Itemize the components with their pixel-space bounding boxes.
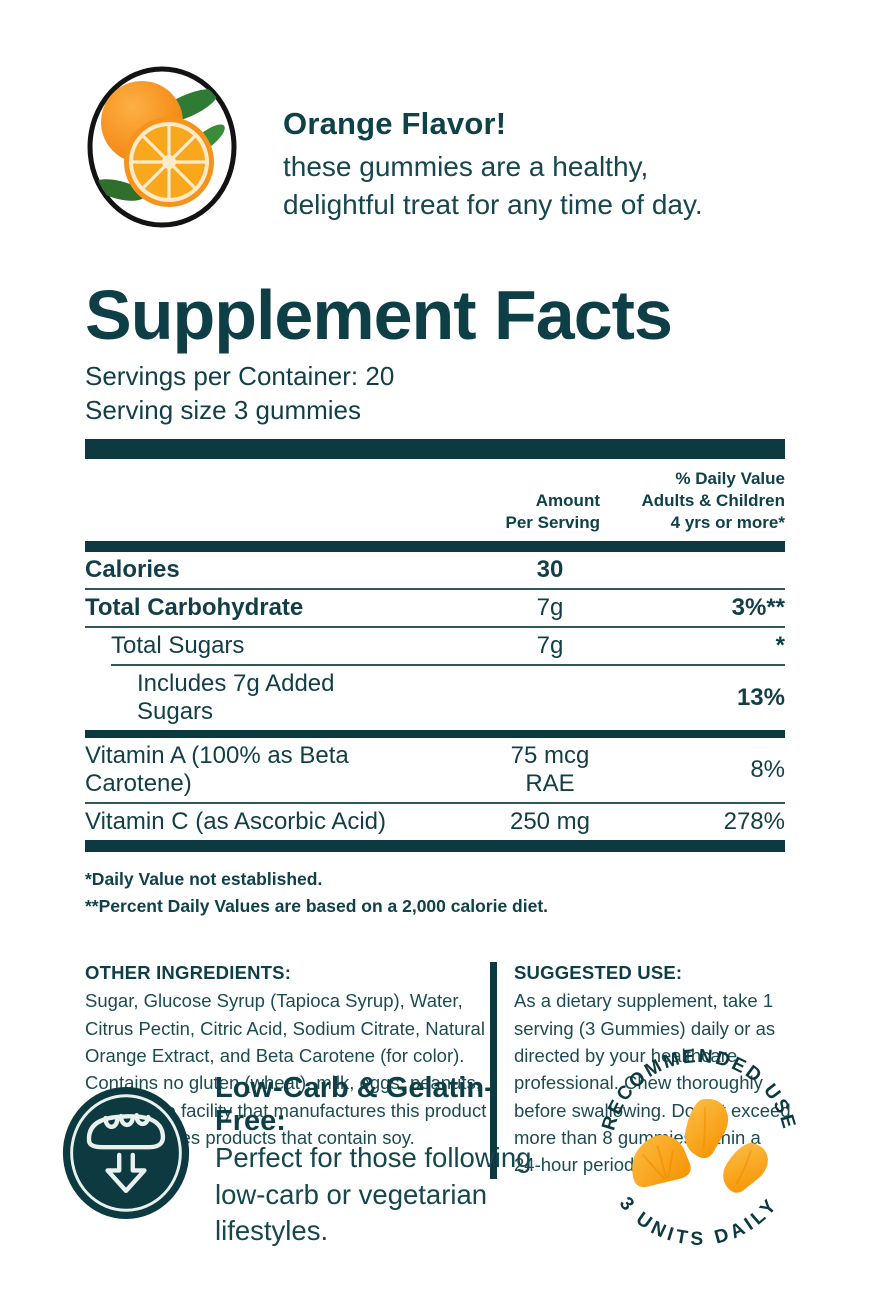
nutrient-dv: 278% [723,807,785,835]
row-separator-indented [111,663,785,666]
footnotes: *Daily Value not established. **Percent … [85,866,785,920]
recommended-use-badge: RECOMMENDED USE 3 UNITS DAILY [588,1036,810,1258]
bread-icon [86,1112,166,1150]
low-carb-body: Perfect for those following low-carb or … [215,1142,532,1247]
table-row: Calories 30 [85,552,785,588]
daily-value-column-header: % Daily Value Adults & Children 4 yrs or… [641,468,785,532]
badge-arc-bottom-text: 3 UNITS DAILY [615,1193,779,1250]
footnote-dv: *Daily Value not established. [85,868,323,889]
nutrient-dv: 13% [736,683,785,711]
nutrient-amount: 7g [536,631,564,659]
row-separator [85,625,785,628]
gummies-illustration [632,1099,768,1193]
nutrient-name: Calories [85,555,180,583]
supplement-facts-title: Supplement Facts [85,276,673,354]
other-ingredients-heading: OTHER INGREDIENTS: [85,962,292,984]
svg-text:3 UNITS DAILY: 3 UNITS DAILY [615,1193,783,1250]
row-separator [85,801,785,804]
suggested-use-heading: SUGGESTED USE: [514,962,683,984]
flavor-header: Orange Flavor! these gummies are a healt… [85,64,785,230]
nutrient-name: Total Carbohydrate [85,593,304,621]
low-carb-icon [60,1085,192,1221]
low-carb-heading: Low-Carb & Gelatin-Free: [215,1072,494,1137]
table-row: Vitamin C (as Ascorbic Acid) 250 mg 278% [85,804,785,840]
table-row: Total Sugars 7g * [85,628,785,664]
nutrient-name: Includes 7g Added Sugars [137,669,335,725]
table-row: Includes 7g Added Sugars 13% [85,666,785,730]
amount-column-header: Amount Per Serving [505,490,601,532]
table-row: Vitamin A (100% as Beta Carotene) 75 mcg… [85,738,785,802]
other-ingredients-body: Sugar, Glucose Syrup (Tapioca Syrup), Wa… [85,990,487,1148]
table-row: Total Carbohydrate 7g 3%** [85,590,785,626]
nutrient-amount: 7g [536,593,564,621]
nutrient-amount: 250 mg [509,807,591,835]
nutrient-amount: 30 [536,555,564,583]
serving-size: Serving size 3 gummies [85,394,361,425]
orange-photo-illustration [87,66,237,228]
other-ingredients-section: OTHER INGREDIENTS: Sugar, Glucose Syrup … [85,962,490,1179]
divider-bar-thick [85,438,785,459]
leaf-icon [93,179,145,201]
divider-bar-bottom [85,839,785,852]
nutrient-dv: 8% [750,755,785,783]
row-separator [85,587,785,590]
facts-table-header: Amount Per Serving % Daily Value Adults … [85,459,786,541]
nutrient-name: Vitamin A (100% as Beta Carotene) [85,741,349,797]
footnote-percent: **Percent Daily Values are based on a 2,… [85,896,549,916]
nutrient-name: Total Sugars [111,631,245,659]
vertical-divider [490,962,497,1179]
gummy [685,1099,729,1159]
servings-per-container: Servings per Container: 20 [85,361,395,391]
orange-half [124,117,214,207]
divider-bar-small [85,729,785,738]
nutrient-amount: 75 mcg RAE [510,741,590,797]
orange-photo [85,64,239,230]
divider-bar-medium [85,540,785,552]
flavor-title: Orange Flavor! [283,106,507,141]
low-carb-text: Low-Carb & Gelatin-Free: Perfect for tho… [215,1072,545,1250]
gummy [632,1134,691,1188]
nutrient-name: Vitamin C (as Ascorbic Acid) [85,807,386,835]
nutrient-dv: 3%** [731,593,785,621]
gummy [723,1142,768,1193]
nutrient-dv: * [775,631,785,659]
arrow-down-icon [105,1152,147,1194]
flavor-tagline: these gummies are a healthy, delightful … [283,151,703,221]
footer: Low-Carb & Gelatin-Free: Perfect for tho… [60,1046,815,1272]
